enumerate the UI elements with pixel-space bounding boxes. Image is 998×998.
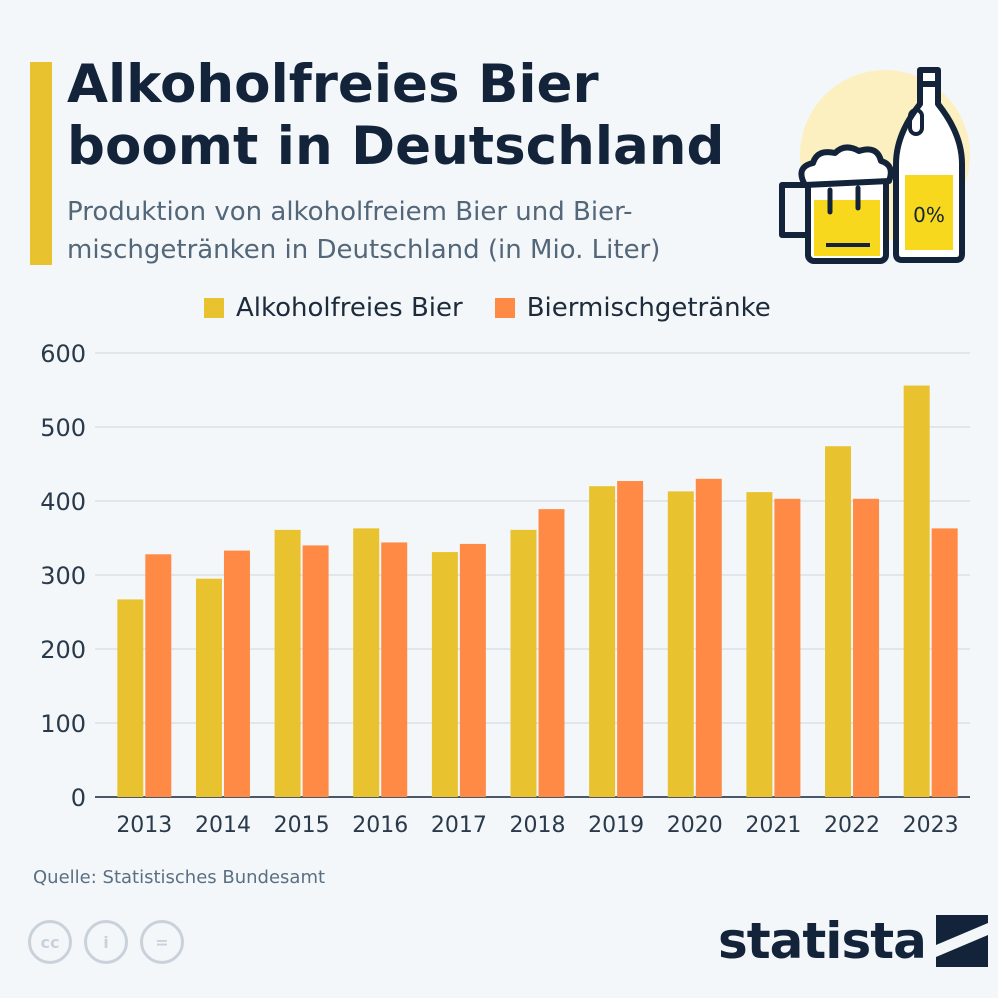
legend-label-series-2: Biermischgetränke (526, 293, 771, 323)
brand-wordmark: statista (718, 912, 927, 970)
bar-alkoholfrei-2017 (431, 552, 458, 797)
bottle-label: 0% (913, 203, 945, 227)
legend-swatch-series-2 (494, 298, 515, 318)
bar-alkoholfrei-2014 (195, 578, 222, 797)
legend-swatch-series-1 (204, 298, 224, 318)
bar-mischgetraenke-2016 (381, 542, 408, 797)
x-tick-label: 2013 (116, 813, 172, 838)
legend-label-series-1: Alkoholfreies Bier (236, 293, 463, 323)
no-derivatives-icon: = (140, 920, 184, 964)
bar-alkoholfrei-2013 (117, 599, 144, 797)
bar-mischgetraenke-2018 (538, 509, 565, 797)
bar-mischgetraenke-2014 (223, 550, 250, 797)
x-tick-label: 2017 (431, 813, 487, 838)
bar-alkoholfrei-2018 (510, 529, 537, 797)
statista-mark-icon (935, 915, 988, 967)
chart-title: Alkoholfreies Bier boomt in Deutschland (67, 54, 725, 177)
bar-alkoholfrei-2019 (589, 486, 616, 797)
y-tick-label: 400 (40, 488, 86, 516)
x-tick-label: 2022 (824, 813, 880, 838)
x-tick-label: 2021 (745, 813, 801, 838)
cc-icon: cc (28, 920, 72, 964)
attribution-icon: i (84, 920, 128, 964)
bar-mischgetraenke-2022 (853, 498, 880, 797)
x-tick-label: 2023 (903, 813, 959, 838)
bar-alkoholfrei-2021 (746, 492, 773, 797)
bar-mischgetraenke-2023 (931, 528, 958, 797)
bar-mischgetraenke-2020 (695, 478, 722, 797)
y-tick-label: 500 (40, 414, 86, 442)
legend-item-series-1: Alkoholfreies Bier (204, 293, 463, 323)
y-tick-label: 100 (40, 710, 86, 738)
beer-bottle-icon: 0% (893, 67, 965, 263)
beer-mug-icon (779, 144, 894, 264)
bar-mischgetraenke-2013 (145, 554, 172, 797)
x-tick-label: 2018 (510, 813, 566, 838)
source-note: Quelle: Statistisches Bundesamt (33, 867, 326, 888)
y-tick-label: 200 (40, 636, 86, 664)
legend-item-series-2: Biermischgetränke (494, 293, 771, 323)
x-tick-label: 2014 (195, 813, 251, 838)
bar-mischgetraenke-2019 (617, 481, 644, 797)
accent-bar (30, 62, 52, 265)
x-tick-label: 2015 (274, 813, 330, 838)
x-tick-label: 2016 (352, 813, 408, 838)
x-tick-label: 2019 (588, 813, 644, 838)
bar-alkoholfrei-2015 (274, 529, 301, 797)
chart-subtitle: Produktion von alkoholfreiem Bier und Bi… (67, 197, 661, 265)
bar-alkoholfrei-2023 (903, 385, 930, 797)
bar-alkoholfrei-2016 (353, 528, 380, 797)
bar-mischgetraenke-2017 (459, 543, 486, 797)
statista-logo[interactable]: statista (718, 912, 988, 970)
bar-alkoholfrei-2022 (825, 446, 852, 797)
beer-illustration: 0% (779, 67, 970, 264)
bar-mischgetraenke-2015 (302, 545, 329, 797)
license-icons: cc i = (28, 920, 196, 964)
bar-alkoholfrei-2020 (667, 491, 694, 797)
y-tick-label: 300 (40, 562, 86, 590)
chart-legend: Alkoholfreies Bier Biermischgetränke (204, 292, 803, 324)
x-tick-label: 2020 (667, 813, 723, 838)
y-tick-label: 600 (40, 340, 86, 368)
y-tick-label: 0 (71, 784, 86, 812)
bar-mischgetraenke-2021 (774, 498, 801, 797)
